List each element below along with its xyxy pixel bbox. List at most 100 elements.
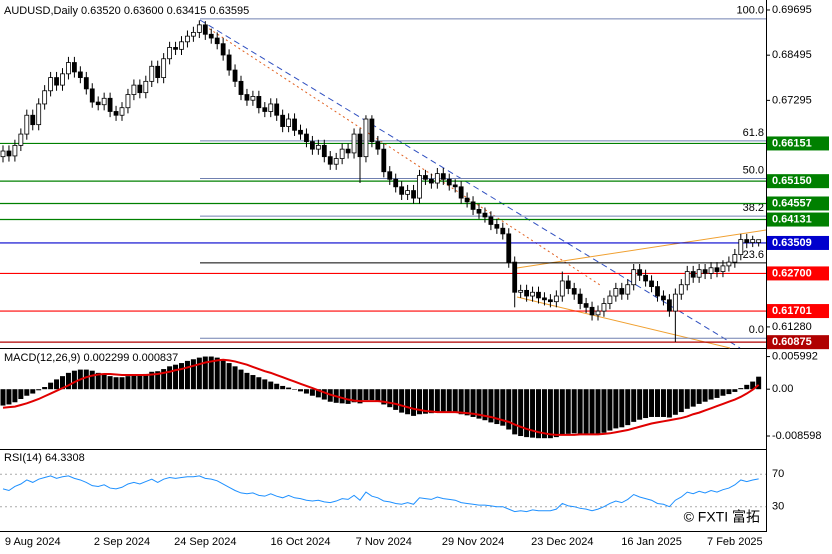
candle-body bbox=[89, 88, 95, 103]
watermark: © FXTI 富拓 bbox=[684, 509, 760, 525]
macd-bar bbox=[30, 389, 36, 394]
macd-bar bbox=[274, 383, 280, 390]
candle-body bbox=[464, 197, 470, 203]
candle-body bbox=[720, 265, 726, 272]
candle-body bbox=[345, 148, 351, 154]
fib-label: 0.0 bbox=[749, 324, 764, 336]
macd-bar bbox=[190, 359, 196, 390]
candle-body bbox=[369, 118, 375, 143]
macd-bar bbox=[440, 389, 446, 413]
candle-body bbox=[167, 47, 173, 60]
candle-body bbox=[77, 71, 83, 78]
y-tick-label: 0.61280 bbox=[772, 321, 812, 333]
y-tick-label: 30 bbox=[772, 501, 784, 513]
candle-body bbox=[655, 286, 660, 297]
candle-body bbox=[315, 144, 321, 150]
candle-body bbox=[619, 288, 625, 295]
frame bbox=[0, 0, 767, 532]
candle-body bbox=[756, 239, 762, 243]
macd-bar bbox=[65, 372, 71, 390]
macd-bar bbox=[36, 389, 42, 391]
level-label: 0.62700 bbox=[772, 267, 812, 279]
candle-body bbox=[339, 148, 345, 159]
candle-body bbox=[309, 141, 315, 150]
macd-bar bbox=[726, 389, 732, 395]
candle-body bbox=[536, 291, 541, 299]
macd-bar bbox=[131, 375, 137, 390]
candle-body bbox=[530, 291, 535, 297]
macd-bar bbox=[226, 363, 232, 390]
channel-line bbox=[516, 229, 767, 269]
macd-bar bbox=[238, 369, 244, 390]
macd-bar bbox=[565, 389, 571, 434]
macd-bar bbox=[184, 360, 190, 390]
candle-body bbox=[18, 133, 24, 146]
macd-bar bbox=[155, 371, 161, 390]
candle-body bbox=[274, 103, 280, 116]
candle-body bbox=[613, 288, 619, 297]
candle-body bbox=[298, 129, 303, 135]
macd-bar bbox=[428, 389, 434, 414]
level-label: 0.65150 bbox=[772, 175, 812, 187]
macd-bar bbox=[518, 389, 524, 437]
candle-body bbox=[750, 239, 756, 243]
candle-body bbox=[155, 65, 161, 78]
candle-body bbox=[250, 96, 256, 101]
level-tag bbox=[767, 174, 829, 189]
candle-body bbox=[36, 103, 42, 126]
macd-bar bbox=[559, 389, 565, 435]
macd-bar bbox=[553, 389, 559, 438]
macd-bar bbox=[12, 389, 18, 403]
fib-label: 61.8 bbox=[743, 127, 764, 139]
macd-bar bbox=[458, 389, 464, 415]
y-tick-label: 0.005992 bbox=[772, 350, 818, 362]
candle-body bbox=[0, 150, 6, 158]
candle-body bbox=[631, 269, 637, 286]
macd-bar bbox=[345, 389, 351, 404]
macd-bar bbox=[446, 389, 452, 413]
macd-bar bbox=[0, 389, 6, 406]
macd-bar bbox=[54, 379, 60, 390]
fib-label: 38.2 bbox=[743, 202, 764, 214]
candle-body bbox=[190, 31, 196, 37]
candle-body bbox=[494, 224, 500, 229]
candle-body bbox=[256, 96, 262, 109]
macd-bar bbox=[595, 389, 601, 435]
candle-body bbox=[452, 184, 458, 188]
macd-bar bbox=[369, 389, 375, 401]
macd-bar bbox=[631, 389, 637, 422]
macd-bar bbox=[714, 389, 720, 398]
macd-bar bbox=[48, 382, 54, 390]
macd-bar bbox=[512, 389, 518, 435]
y-tick-label: 0.67295 bbox=[772, 94, 812, 106]
candle-body bbox=[113, 111, 119, 116]
macd-bar bbox=[417, 389, 422, 415]
macd-bar bbox=[351, 389, 357, 403]
candle-body bbox=[744, 239, 750, 243]
candle-body bbox=[500, 227, 506, 235]
candle-body bbox=[363, 118, 369, 158]
candle-body bbox=[381, 148, 387, 173]
macd-bar bbox=[482, 389, 488, 421]
macd-bar bbox=[232, 366, 238, 390]
candle-body bbox=[268, 103, 274, 112]
candle-body bbox=[60, 73, 65, 86]
candle-body bbox=[553, 295, 559, 303]
macd-bar bbox=[42, 387, 48, 390]
x-tick-label: 16 Jan 2025 bbox=[621, 536, 682, 548]
candle-body bbox=[643, 274, 648, 282]
macd-bar bbox=[750, 381, 756, 390]
macd-bar bbox=[262, 379, 268, 390]
candle-body bbox=[196, 24, 202, 33]
candle-body bbox=[601, 303, 607, 312]
candle-body bbox=[107, 97, 113, 112]
macd-bar bbox=[315, 389, 321, 398]
macd-bar bbox=[167, 366, 173, 390]
macd-bar bbox=[577, 389, 583, 434]
candle-body bbox=[542, 297, 547, 301]
macd-bar bbox=[476, 389, 482, 419]
candle-body bbox=[476, 209, 482, 214]
macd-bar bbox=[756, 376, 762, 390]
macd-bar bbox=[179, 363, 184, 390]
macd-bar bbox=[732, 389, 738, 392]
